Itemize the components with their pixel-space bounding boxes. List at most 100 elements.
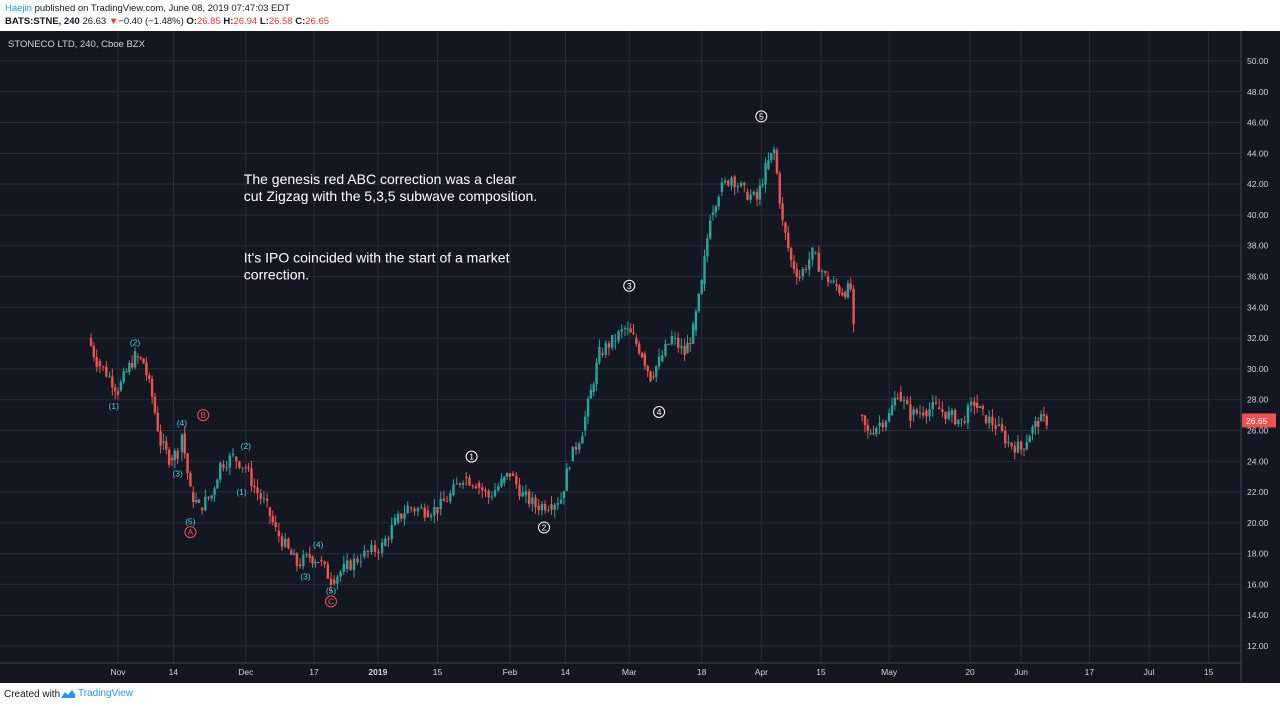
candle-body	[95, 357, 98, 368]
candle-body	[505, 473, 509, 477]
candle-body	[305, 554, 308, 556]
wave-label: 5	[759, 111, 764, 121]
last-price-tag-bg	[1242, 413, 1276, 428]
candle-body	[784, 222, 787, 233]
candle-body	[841, 293, 844, 296]
candle-body	[329, 578, 333, 585]
candle-body	[490, 496, 494, 498]
candle-body	[1000, 424, 1004, 431]
tradingview-link[interactable]: TradingView	[60, 688, 133, 699]
candle-body	[524, 491, 528, 496]
last-price: 26.63	[82, 16, 107, 27]
candle-body	[366, 550, 370, 552]
candle-body	[298, 564, 302, 567]
candle-body	[581, 436, 584, 444]
candle-body	[749, 194, 752, 200]
price-tick-label: 42.00	[1247, 179, 1269, 189]
grid-lines	[0, 31, 1241, 663]
candle-body	[543, 503, 547, 511]
candle-body	[1045, 415, 1048, 426]
candle-body	[706, 238, 709, 257]
candle-body	[881, 422, 884, 428]
candle-body	[390, 525, 393, 540]
candle-body	[893, 397, 897, 406]
candle-body	[377, 551, 380, 553]
candle-body	[101, 366, 105, 368]
candle-body	[778, 173, 781, 204]
wave-label: (4)	[177, 418, 188, 428]
candle-body	[863, 415, 867, 425]
low-value: 26.58	[268, 16, 293, 27]
candle-body	[1016, 441, 1020, 453]
candle-body	[708, 220, 712, 239]
candle-body	[521, 492, 524, 497]
price-axis[interactable]	[1241, 31, 1280, 683]
change-down-icon: ▼	[108, 16, 119, 27]
author-link[interactable]: Haejin	[5, 3, 32, 14]
candle-body	[817, 252, 821, 272]
candle-body	[373, 544, 377, 552]
candle-body	[792, 261, 796, 270]
candle-body	[739, 182, 743, 187]
candle-body	[274, 522, 277, 528]
candle-body	[370, 544, 373, 552]
wave-label-circle	[755, 110, 768, 123]
candle-body	[210, 495, 213, 499]
candle-body	[384, 538, 387, 546]
candle-body	[497, 486, 500, 491]
candle-body	[339, 571, 342, 577]
candle-body	[280, 536, 284, 547]
open-label: O:	[186, 16, 197, 27]
candle-body	[617, 331, 620, 341]
candle-body	[426, 510, 430, 518]
candle-body	[752, 191, 756, 195]
candle-body	[872, 433, 875, 435]
candle-body	[637, 343, 641, 354]
candle-body	[623, 328, 627, 330]
candle-body	[156, 412, 159, 432]
candle-body	[918, 412, 922, 414]
candle-body	[1037, 421, 1040, 427]
candle-body	[997, 424, 1001, 426]
candle-body	[553, 504, 556, 510]
candle-body	[204, 496, 207, 511]
candle-body	[207, 496, 210, 499]
candle-body	[975, 402, 979, 408]
candle-body	[804, 269, 808, 271]
candle-body	[265, 498, 269, 501]
wave-label-circle	[184, 526, 197, 539]
candle-body	[380, 542, 384, 553]
candle-body	[758, 185, 762, 200]
annotation-text: cut Zigzag with the 5,3,5 subwave compos…	[244, 188, 537, 204]
candle-body	[775, 150, 779, 174]
candle-body	[290, 550, 293, 555]
candle-body	[770, 152, 773, 161]
candle-body	[235, 456, 238, 462]
time-tick-label: Jul	[1144, 667, 1155, 677]
candle-body	[465, 476, 468, 478]
candle-body	[531, 497, 534, 505]
candle-body	[686, 342, 689, 354]
created-with-text: Created with	[4, 689, 61, 700]
candle-body	[697, 293, 701, 312]
candle-body	[683, 346, 686, 355]
candle-body	[586, 398, 590, 417]
candle-body	[899, 391, 903, 402]
wave-label: (5)	[326, 586, 337, 596]
candle-body	[471, 485, 474, 487]
candle-body	[219, 462, 222, 480]
candle-body	[890, 405, 894, 416]
candle-body	[667, 343, 670, 345]
candle-body	[574, 446, 578, 450]
candle-body	[610, 334, 614, 348]
candle-body	[433, 507, 436, 516]
candle-body	[139, 357, 142, 359]
candle-body	[436, 507, 439, 514]
candle-body	[860, 415, 864, 417]
time-tick-label: 14	[169, 667, 179, 677]
candle-body	[761, 184, 764, 186]
candle-body	[795, 269, 799, 277]
candle-body	[928, 409, 931, 417]
candle-body	[614, 340, 617, 342]
